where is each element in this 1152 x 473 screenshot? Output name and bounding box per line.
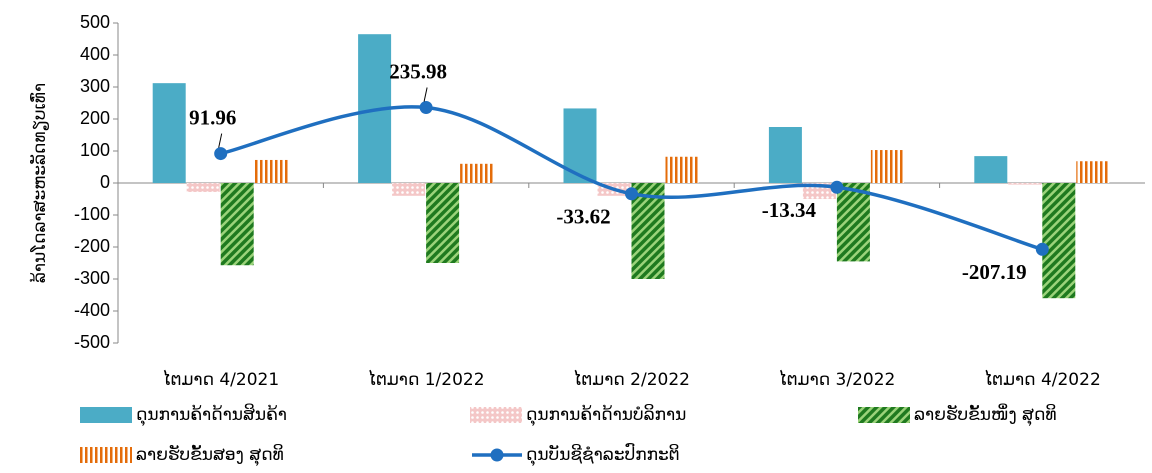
x-tick-label: ໄຕມາດ 4/2021	[162, 369, 279, 390]
line-marker	[1035, 242, 1049, 256]
y-tick-label: -200	[74, 236, 110, 256]
legend-label: ລາຍຮັບຂັ້ນສອງ ສຸດທິ	[136, 443, 284, 467]
data-label: -33.62	[556, 205, 610, 229]
bar	[768, 127, 802, 183]
data-label: -207.19	[962, 260, 1027, 284]
y-tick-label: 300	[80, 76, 110, 96]
bar	[665, 156, 699, 183]
bar	[152, 83, 186, 183]
data-label: -13.34	[762, 198, 817, 222]
bar	[220, 183, 254, 266]
legend-label: ດຸນບັນຊີຊຳລະປົກກະຕິ	[526, 441, 680, 467]
bar	[392, 183, 426, 196]
y-axis-label: ລ້ານໂດລາສະຫະລັດທຽບເທົ່າ	[28, 83, 50, 283]
y-tick-label: 0	[100, 172, 110, 192]
bar	[1042, 183, 1076, 299]
x-tick-label: ໄຕມາດ 4/2022	[984, 369, 1101, 390]
x-tick-label: ໄຕມາດ 3/2022	[778, 369, 895, 390]
bar	[1008, 183, 1042, 185]
line-marker	[830, 180, 844, 194]
line-marker	[214, 147, 228, 161]
line-marker	[625, 187, 638, 201]
bar	[836, 183, 870, 262]
legend-label: ດຸນການຄ້າດ້ານບໍລິການ	[526, 404, 686, 427]
y-tick-label: 500	[80, 12, 110, 32]
bar	[186, 183, 220, 192]
legend-swatch	[80, 447, 132, 463]
bar	[870, 150, 904, 183]
legend-swatch	[80, 407, 132, 423]
y-tick-label: -100	[74, 204, 110, 224]
bar	[1076, 161, 1110, 183]
y-tick-label: 200	[80, 108, 110, 128]
y-tick-label: -300	[74, 268, 110, 288]
bar	[426, 183, 460, 263]
legend-label: ລາຍຮັບຂັ້ນໜຶ່ງ ສຸດທິ	[914, 403, 1057, 427]
bar	[974, 156, 1008, 183]
bar	[631, 183, 665, 279]
legend-swatch	[858, 407, 910, 423]
data-label: 235.98	[389, 59, 447, 83]
y-tick-label: 400	[80, 44, 110, 64]
y-tick-label: -400	[74, 300, 110, 320]
y-tick-label: 100	[80, 140, 110, 160]
x-tick-label: ໄຕມາດ 1/2022	[368, 369, 485, 390]
bar	[460, 163, 494, 183]
line-marker	[419, 100, 433, 114]
bar	[563, 108, 597, 183]
y-tick-label: -500	[74, 332, 110, 352]
leader-line	[423, 87, 428, 102]
legend-label: ດຸນການຄ້າດ້ານສິນຄ້າ	[136, 404, 287, 427]
bar	[254, 159, 288, 183]
legend-swatch	[490, 448, 504, 462]
leader-line	[218, 133, 223, 148]
data-label: 91.96	[189, 105, 236, 129]
legend-swatch	[470, 407, 522, 423]
x-tick-label: ໄຕມາດ 2/2022	[573, 369, 690, 390]
